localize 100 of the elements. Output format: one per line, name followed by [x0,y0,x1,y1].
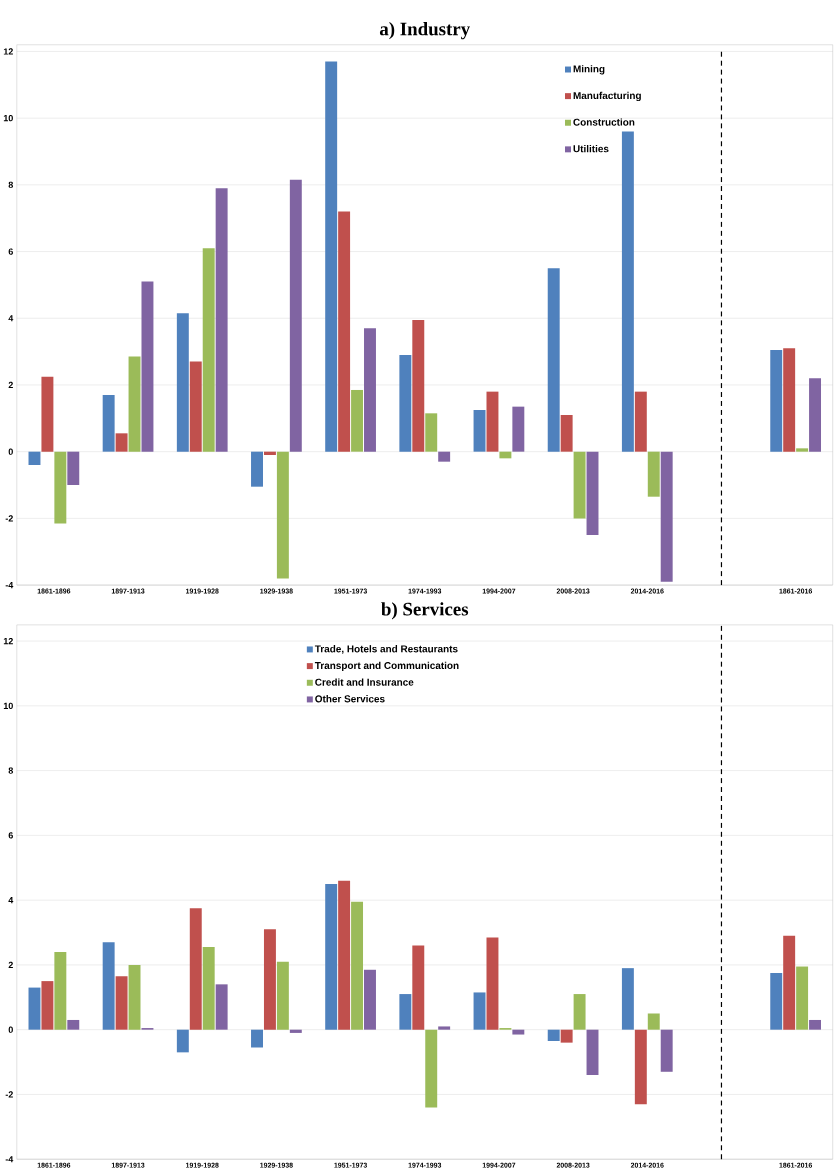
bar [425,1029,438,1108]
bar [783,935,796,1030]
bar [399,994,412,1030]
legend-label: Mining [573,65,605,75]
y-tick-label: 12 [4,637,14,645]
bar [770,349,783,452]
bar [264,929,277,1030]
legend-label: Credit and Insurance [315,678,414,686]
legend-label: Manufacturing [573,91,641,102]
legend-label: Trade, Hotels and Restaurants [315,645,458,654]
bar [54,951,67,1030]
bar [351,901,364,1030]
bar [438,1026,451,1030]
bar [809,378,822,452]
bar [473,409,486,452]
bar [412,319,425,452]
legend-label: Transport and Communication [315,661,459,672]
bar [264,451,277,456]
bar [647,451,660,497]
bar [177,1029,189,1053]
bar [28,451,41,466]
bar [647,1013,660,1030]
chart-title: a) Industry [380,22,471,40]
bar [338,211,351,452]
bar [622,968,634,1030]
bar [102,942,115,1030]
bar [202,248,215,452]
bar [364,328,377,452]
bar [251,451,264,487]
bar [277,961,289,1030]
bar [560,1029,573,1043]
bar [473,992,486,1030]
bar [660,451,673,582]
bar [102,394,115,452]
y-tick-label: 10 [4,114,14,122]
bar [634,1029,647,1105]
bar [560,414,573,452]
bar [115,433,128,452]
bar [425,413,438,452]
bar [809,1019,822,1030]
bar [547,1029,560,1042]
bar [512,1029,525,1035]
bar [796,966,809,1030]
bar [189,361,202,452]
bar [277,451,289,579]
bar [338,880,351,1030]
y-tick-label: -2 [5,1091,14,1098]
bar [251,1029,264,1048]
bar [438,451,451,462]
bar [351,389,364,452]
y-tick-label: 10 [4,702,14,710]
legend-label: Utilities [573,145,609,153]
bar [547,268,560,452]
chart-title: b) Services [381,602,469,620]
y-tick-label: 4 [8,897,14,904]
bar [141,281,154,452]
bar [41,376,54,452]
bar [41,981,54,1030]
bar [54,451,67,524]
bar [634,391,647,452]
y-tick-label: -2 [5,515,14,522]
bar [660,1029,673,1072]
bar [128,964,141,1030]
bar [289,179,302,452]
bar [202,947,215,1030]
y-tick-label: -4 [5,1156,14,1163]
legend-label: Construction [573,118,635,126]
bar [783,348,796,452]
bar [325,883,338,1030]
bar [399,354,412,452]
bar [586,1029,599,1076]
bar [364,969,377,1030]
y-tick-label: -4 [5,582,14,589]
bar [486,937,499,1030]
y-tick-label: 12 [4,48,14,55]
bar [289,1029,302,1033]
y-tick-label: 2 [8,381,14,389]
bar [115,976,128,1030]
bar [770,973,783,1030]
bar [215,188,228,452]
y-tick-label: 4 [8,315,14,322]
bar [499,451,512,459]
bar [796,448,809,452]
y-tick-label: 8 [8,181,14,189]
bar [67,1019,80,1030]
bar [622,131,634,452]
bar [412,945,425,1030]
bar [573,451,586,519]
y-tick-label: 8 [8,767,14,774]
bar [128,356,141,452]
y-tick-label: 6 [8,832,14,839]
bar [67,451,80,486]
y-tick-label: 0 [8,448,14,455]
bar [486,391,499,452]
bar [325,61,338,452]
bar [215,984,228,1030]
y-tick-label: 0 [8,1026,14,1033]
bar [512,406,525,452]
bar [177,313,189,452]
bar [586,451,599,536]
